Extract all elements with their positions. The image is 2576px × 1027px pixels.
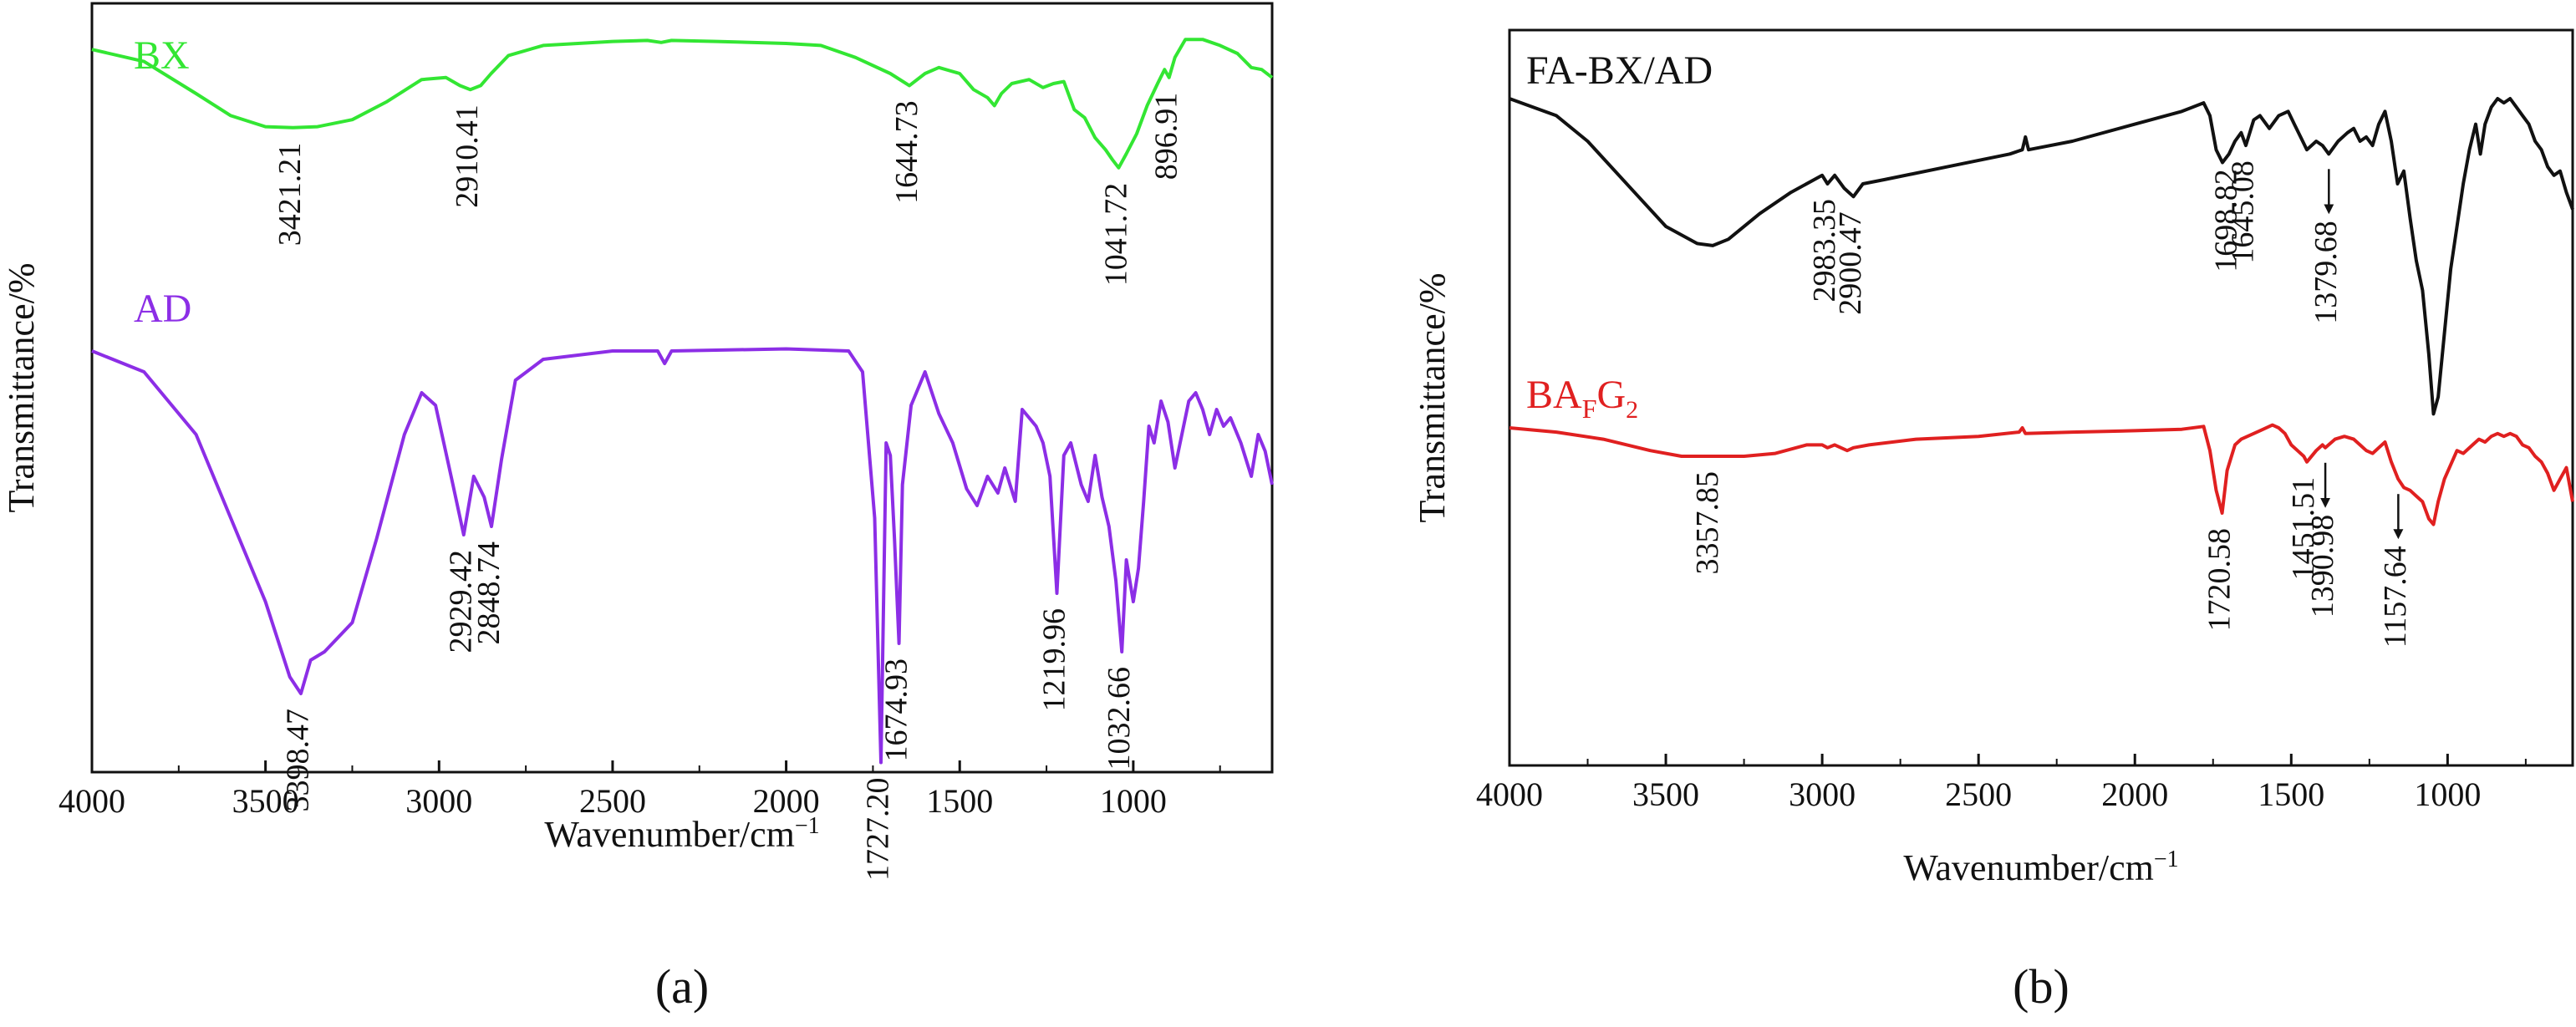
peak-label: 1698.82 — [2209, 169, 2244, 272]
panel-a-series — [91, 38, 1274, 765]
panel-a-series-labels: BX AD — [134, 33, 191, 331]
peak-label: 1041.72 — [1098, 183, 1133, 286]
peak-label: 3421.21 — [272, 143, 308, 246]
panel-b-caption: (b) — [2013, 959, 2069, 1014]
peak-label: 2910.41 — [450, 104, 485, 208]
peak-label: 2848.74 — [471, 541, 507, 645]
peak-label: 3398.47 — [281, 709, 316, 812]
panel-a-peak-labels: 3421.21 2910.41 1644.73 1041.72 896.91 3398.4… — [272, 93, 1184, 881]
x-tick-label: 1000 — [1100, 782, 1167, 820]
peak-label: 1451.51 — [2286, 477, 2321, 581]
panel-a-frame — [90, 2, 1274, 774]
peak-label: 1645.08 — [2226, 160, 2261, 264]
series-line-bx — [91, 38, 1274, 170]
panel-b-x-axis-label: Wavenumber/cm−1 — [1903, 847, 2178, 888]
peak-label: 1032.66 — [1102, 667, 1137, 770]
panel-b: 4000 3500 3000 2500 2000 1500 1000 FA-BX/AD BAF… — [1412, 28, 2574, 1014]
peak-label: 1644.73 — [889, 100, 924, 203]
series-line-bafg2 — [1509, 423, 2574, 526]
series-line-fa-bx-ad — [1509, 97, 2574, 416]
panel-b-series — [1509, 97, 2574, 526]
panel-a-x-ticks: 4000 3500 3000 2500 2000 1500 1000 — [59, 760, 1221, 820]
x-tick-label: 2000 — [753, 782, 820, 820]
peak-label: 1727.20 — [861, 778, 896, 882]
series-label: AD — [134, 287, 191, 331]
x-tick-label: 3500 — [1632, 775, 1699, 813]
panel-b-y-axis-label: Transmittance/% — [1412, 273, 1453, 523]
series-label: BAFG2 — [1526, 373, 1638, 424]
x-tick-label: 4000 — [1476, 775, 1543, 813]
panel-b-frame — [1508, 28, 2574, 767]
panel-a-x-axis-label: Wavenumber/cm−1 — [544, 813, 819, 855]
peak-label: 1674.93 — [878, 658, 914, 762]
x-tick-label: 2000 — [2101, 775, 2168, 813]
peak-label: 1157.64 — [2378, 546, 2413, 648]
peak-label: 3357.85 — [1690, 471, 1725, 575]
peak-label: 896.91 — [1148, 93, 1184, 180]
peak-label: 2900.47 — [1833, 211, 1868, 314]
panel-b-x-ticks: 4000 3500 3000 2500 2000 1500 1000 — [1476, 754, 2527, 813]
x-tick-label: 4000 — [59, 782, 125, 820]
x-tick-label: 1000 — [2414, 775, 2481, 813]
x-tick-label: 3500 — [232, 782, 299, 820]
panel-b-series-labels: FA-BX/AD BAFG2 — [1526, 48, 1713, 424]
series-label: BX — [134, 33, 190, 78]
panel-a: 4000 3500 3000 2500 2000 1500 1000 BX AD 3421.2… — [1, 2, 1274, 1014]
panel-a-caption: (a) — [655, 959, 709, 1014]
peak-label: 1390.98 — [2305, 515, 2340, 618]
peak-label: 1379.68 — [2309, 221, 2344, 324]
peak-label: 2983.35 — [1807, 199, 1842, 303]
x-tick-label: 1500 — [2258, 775, 2324, 813]
panel-a-y-axis-label: Transmittance/% — [1, 263, 42, 513]
peak-label: 1219.96 — [1036, 608, 1072, 712]
peak-label: 2929.42 — [443, 550, 478, 653]
peak-label: 1720.58 — [2202, 528, 2237, 632]
x-tick-label: 2500 — [1945, 775, 2012, 813]
x-tick-label: 3000 — [1789, 775, 1856, 813]
x-tick-label: 1500 — [926, 782, 993, 820]
x-tick-label: 2500 — [579, 782, 646, 820]
series-label: FA-BX/AD — [1526, 48, 1713, 93]
series-line-ad — [91, 347, 1274, 765]
x-tick-label: 3000 — [405, 782, 472, 820]
